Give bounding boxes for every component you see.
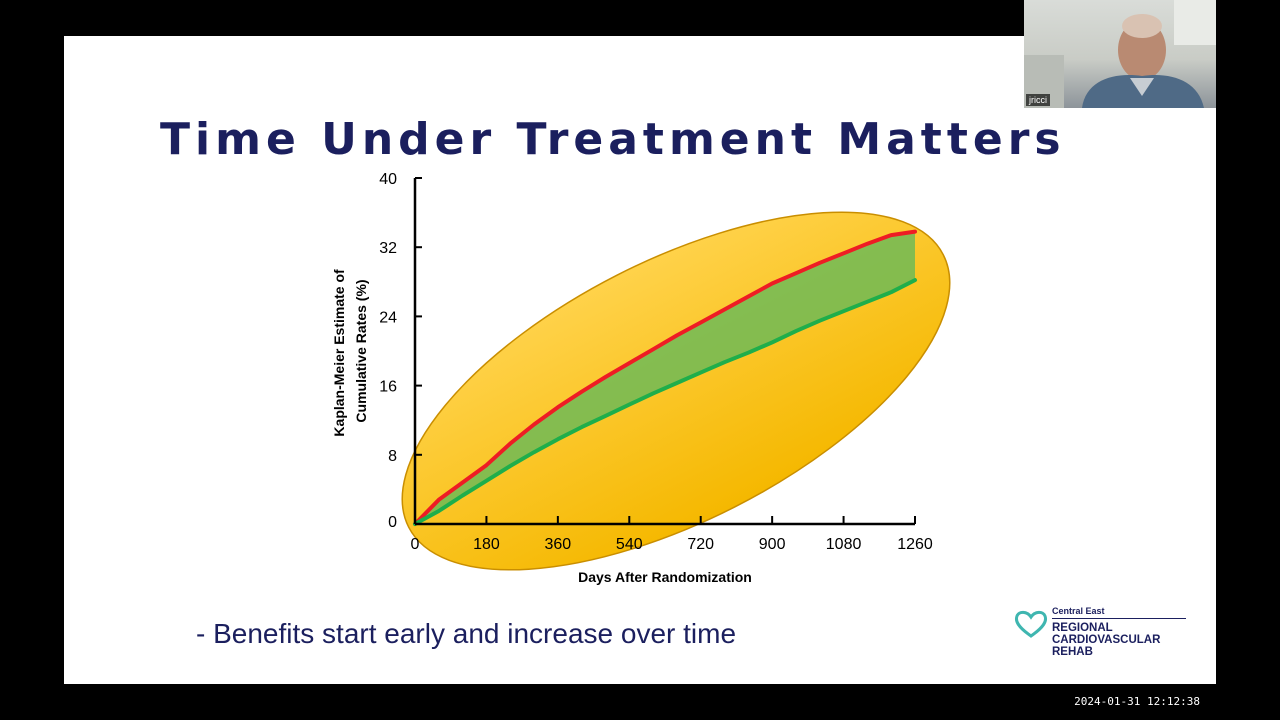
y-tick-label: 24 bbox=[379, 309, 397, 326]
organization-logo: Central East REGIONAL CARDIOVASCULAR REH… bbox=[1014, 604, 1194, 660]
x-tick-label: 360 bbox=[545, 536, 572, 553]
logo-line-1: REGIONAL bbox=[1052, 622, 1113, 634]
axes: 0 180 360 540 720 900 1080 1260 0 8 16 24 32 40 bbox=[379, 171, 933, 553]
x-axis-label: Days After Randomization bbox=[578, 569, 752, 585]
shaded-difference-area bbox=[415, 231, 915, 524]
y-tick-label: 32 bbox=[379, 240, 397, 257]
heart-icon bbox=[1014, 610, 1048, 638]
webcam-video-tile[interactable]: jricci bbox=[1024, 0, 1216, 108]
y-tick-label: 8 bbox=[388, 448, 397, 465]
logo-line-3: REHAB bbox=[1052, 646, 1093, 658]
y-axis-label-line-2: Cumulative Rates (%) bbox=[353, 279, 369, 422]
x-tick-label: 1260 bbox=[897, 536, 933, 553]
km-chart: 0 180 360 540 720 900 1080 1260 0 8 16 24 32 40 Days … bbox=[331, 171, 951, 585]
logo-small-text: Central East bbox=[1052, 606, 1105, 616]
highlight-ellipse-layer bbox=[401, 211, 951, 571]
series-layer bbox=[413, 229, 917, 526]
x-tick-label: 180 bbox=[473, 536, 500, 553]
x-tick-label: 720 bbox=[687, 536, 714, 553]
participant-video bbox=[1024, 0, 1216, 108]
slide: Time Under Treatment Matters 0 180 360 540 7… bbox=[64, 36, 1216, 684]
bullet-point: - Benefits start early and increase over… bbox=[196, 618, 737, 649]
participant-name: jricci bbox=[1026, 94, 1050, 106]
logo-line-2: CARDIOVASCULAR bbox=[1052, 634, 1161, 646]
x-tick-label: 540 bbox=[616, 536, 643, 553]
highlight-ellipse bbox=[401, 211, 951, 571]
slide-title: Time Under Treatment Matters bbox=[160, 114, 1066, 165]
y-tick-label: 16 bbox=[379, 379, 397, 396]
x-tick-label: 0 bbox=[411, 536, 420, 553]
x-tick-label: 1080 bbox=[826, 536, 862, 553]
x-tick-label: 900 bbox=[759, 536, 786, 553]
series-line-green bbox=[413, 278, 917, 526]
y-tick-label: 40 bbox=[379, 171, 397, 188]
y-tick-label: 0 bbox=[388, 514, 397, 531]
y-axis-label: Kaplan-Meier Estimate of Cumulative Rate… bbox=[331, 265, 369, 436]
recording-timestamp: 2024-01-31 12:12:38 bbox=[1074, 695, 1200, 708]
shaded-difference-layer bbox=[415, 231, 915, 524]
y-axis-label-line-1: Kaplan-Meier Estimate of bbox=[331, 269, 347, 437]
series-line-red bbox=[413, 229, 917, 526]
logo-divider bbox=[1052, 618, 1186, 619]
